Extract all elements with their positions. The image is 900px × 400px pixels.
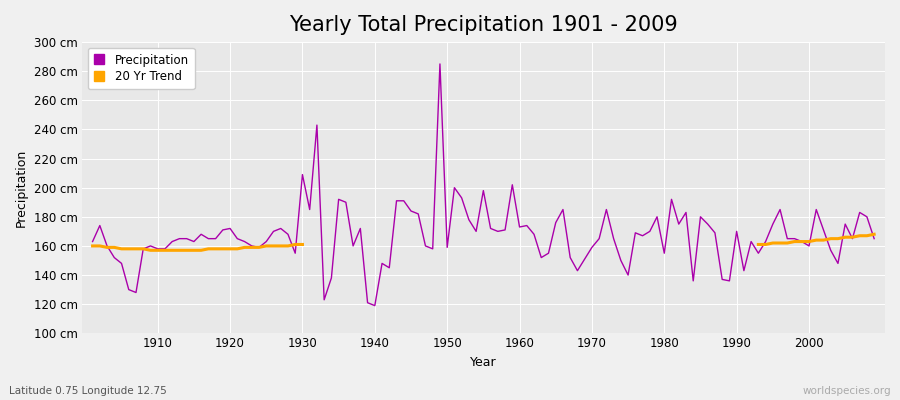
- 20 Yr Trend: [87, 244, 98, 248]
- Y-axis label: Precipitation: Precipitation: [15, 148, 28, 227]
- Precipitation: [304, 207, 315, 212]
- Text: worldspecies.org: worldspecies.org: [803, 386, 891, 396]
- 20 Yr Trend: [247, 245, 257, 250]
- Line: Precipitation: Precipitation: [93, 64, 874, 306]
- 20 Yr Trend: [239, 245, 250, 250]
- 20 Yr Trend: [225, 246, 236, 251]
- 20 Yr Trend: [232, 246, 243, 251]
- 20 Yr Trend: [174, 248, 184, 253]
- 20 Yr Trend: [181, 248, 192, 253]
- Text: Latitude 0.75 Longitude 12.75: Latitude 0.75 Longitude 12.75: [9, 386, 166, 396]
- Title: Yearly Total Precipitation 1901 - 2009: Yearly Total Precipitation 1901 - 2009: [289, 15, 678, 35]
- 20 Yr Trend: [195, 248, 206, 253]
- Precipitation: [87, 239, 98, 244]
- 20 Yr Trend: [102, 245, 112, 250]
- 20 Yr Trend: [188, 248, 199, 253]
- Precipitation: [616, 258, 626, 263]
- Legend: Precipitation, 20 Yr Trend: Precipitation, 20 Yr Trend: [87, 48, 194, 89]
- 20 Yr Trend: [166, 248, 177, 253]
- Precipitation: [435, 62, 446, 66]
- X-axis label: Year: Year: [470, 356, 497, 369]
- 20 Yr Trend: [211, 246, 221, 251]
- 20 Yr Trend: [203, 246, 214, 251]
- Precipitation: [145, 244, 156, 248]
- 20 Yr Trend: [138, 246, 148, 251]
- Precipitation: [521, 223, 532, 228]
- 20 Yr Trend: [159, 248, 170, 253]
- Precipitation: [868, 236, 879, 241]
- 20 Yr Trend: [254, 245, 265, 250]
- 20 Yr Trend: [261, 244, 272, 248]
- Precipitation: [347, 244, 358, 248]
- 20 Yr Trend: [130, 246, 141, 251]
- Line: 20 Yr Trend: 20 Yr Trend: [93, 244, 302, 250]
- 20 Yr Trend: [116, 246, 127, 251]
- Precipitation: [528, 232, 539, 237]
- 20 Yr Trend: [152, 248, 163, 253]
- 20 Yr Trend: [123, 246, 134, 251]
- 20 Yr Trend: [297, 242, 308, 247]
- Precipitation: [369, 303, 380, 308]
- 20 Yr Trend: [275, 244, 286, 248]
- 20 Yr Trend: [268, 244, 279, 248]
- 20 Yr Trend: [283, 244, 293, 248]
- 20 Yr Trend: [145, 248, 156, 253]
- 20 Yr Trend: [94, 244, 105, 248]
- 20 Yr Trend: [218, 246, 229, 251]
- 20 Yr Trend: [290, 242, 301, 247]
- 20 Yr Trend: [109, 245, 120, 250]
